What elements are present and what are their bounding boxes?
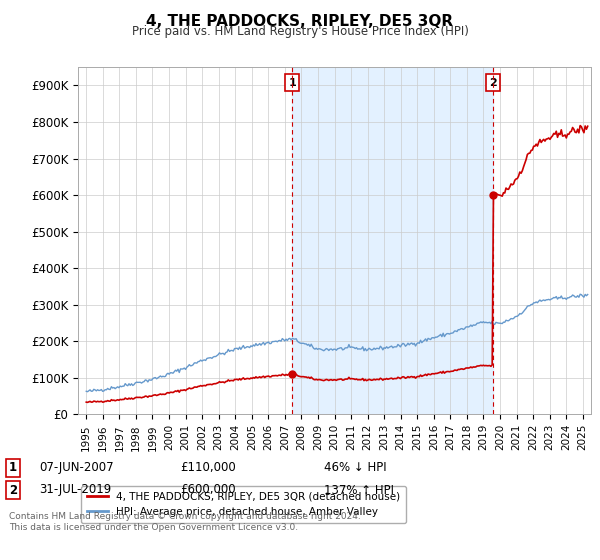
Text: 137% ↑ HPI: 137% ↑ HPI <box>324 483 394 497</box>
Legend: 4, THE PADDOCKS, RIPLEY, DE5 3QR (detached house), HPI: Average price, detached : 4, THE PADDOCKS, RIPLEY, DE5 3QR (detach… <box>80 486 406 523</box>
Text: 46% ↓ HPI: 46% ↓ HPI <box>324 461 386 474</box>
Text: £600,000: £600,000 <box>180 483 236 497</box>
Text: Price paid vs. HM Land Registry's House Price Index (HPI): Price paid vs. HM Land Registry's House … <box>131 25 469 38</box>
Text: 31-JUL-2019: 31-JUL-2019 <box>39 483 111 497</box>
Text: 07-JUN-2007: 07-JUN-2007 <box>39 461 113 474</box>
Bar <box>292 67 493 414</box>
Text: 1: 1 <box>288 78 296 88</box>
Text: Contains HM Land Registry data © Crown copyright and database right 2024.
This d: Contains HM Land Registry data © Crown c… <box>9 512 361 532</box>
Text: 4, THE PADDOCKS, RIPLEY, DE5 3QR: 4, THE PADDOCKS, RIPLEY, DE5 3QR <box>146 14 454 29</box>
Text: 1: 1 <box>9 461 17 474</box>
Text: 2: 2 <box>489 78 497 88</box>
Text: 2: 2 <box>9 483 17 497</box>
Text: £110,000: £110,000 <box>180 461 236 474</box>
